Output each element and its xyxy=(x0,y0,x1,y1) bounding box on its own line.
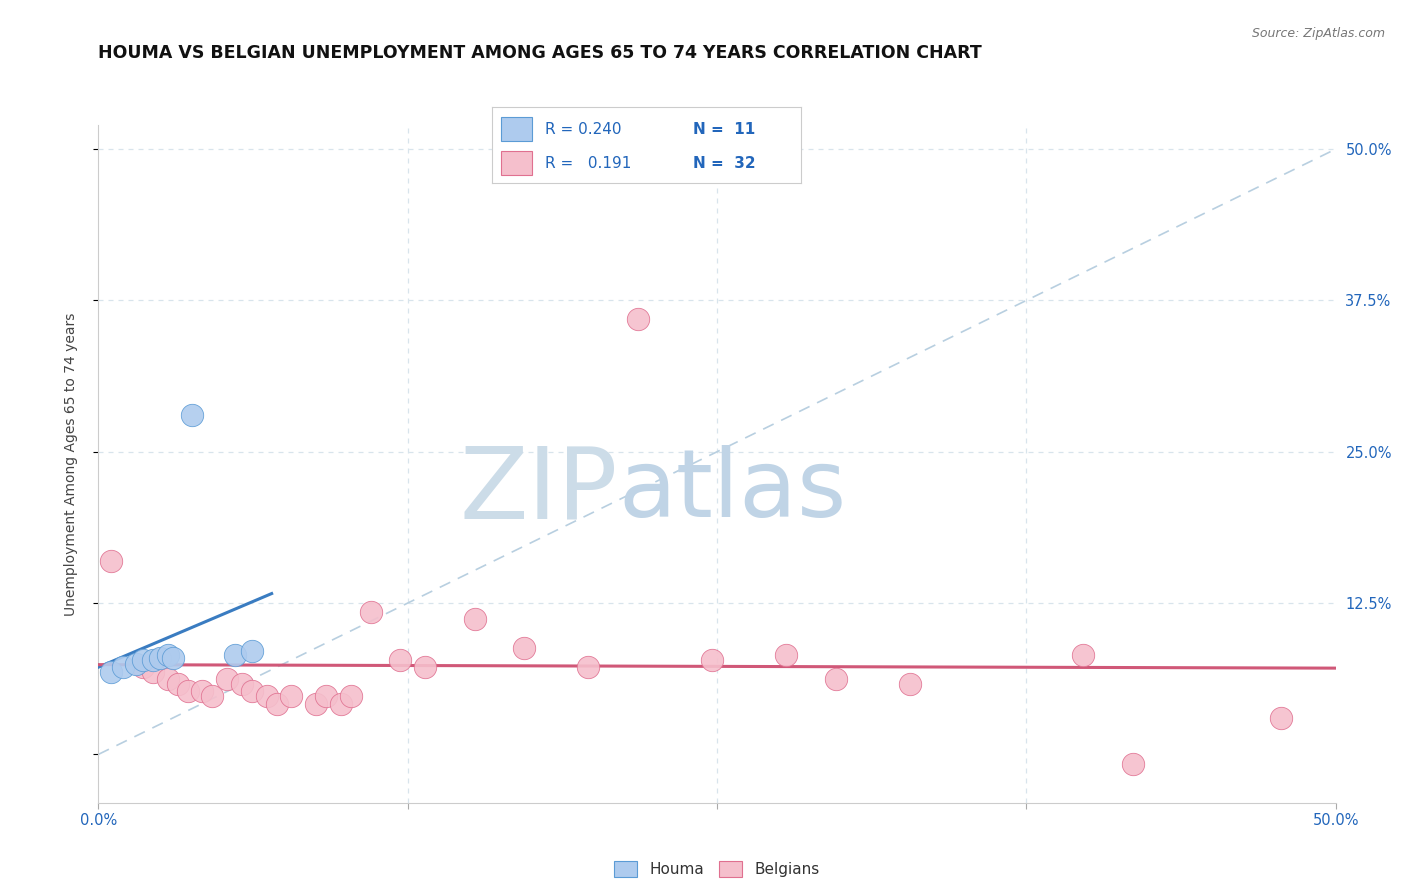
Text: HOUMA VS BELGIAN UNEMPLOYMENT AMONG AGES 65 TO 74 YEARS CORRELATION CHART: HOUMA VS BELGIAN UNEMPLOYMENT AMONG AGES… xyxy=(98,45,983,62)
Point xyxy=(256,690,278,704)
Text: ZIP: ZIP xyxy=(460,442,619,540)
Point xyxy=(513,640,536,655)
Point xyxy=(1270,711,1292,725)
Point xyxy=(1122,757,1144,772)
Point xyxy=(132,653,155,667)
FancyBboxPatch shape xyxy=(502,117,533,141)
Point xyxy=(217,673,239,687)
Point xyxy=(162,650,184,665)
Point xyxy=(100,554,122,568)
Point xyxy=(266,697,288,711)
Point xyxy=(142,665,165,679)
Point xyxy=(389,653,412,667)
Point xyxy=(156,673,179,687)
Point xyxy=(124,657,146,671)
Point xyxy=(305,697,328,711)
Point xyxy=(315,690,337,704)
Point xyxy=(824,673,846,687)
Legend: Houma, Belgians: Houma, Belgians xyxy=(609,855,825,883)
Y-axis label: Unemployment Among Ages 65 to 74 years: Unemployment Among Ages 65 to 74 years xyxy=(63,312,77,615)
Point xyxy=(132,660,155,674)
Point xyxy=(329,697,352,711)
Point xyxy=(191,684,214,698)
Point xyxy=(240,684,263,698)
Text: R =   0.191: R = 0.191 xyxy=(544,155,631,170)
Point xyxy=(340,690,363,704)
Point xyxy=(166,677,188,691)
Text: N =  32: N = 32 xyxy=(693,155,756,170)
Point xyxy=(201,690,224,704)
Point xyxy=(627,311,650,326)
Point xyxy=(1071,648,1094,662)
Point xyxy=(100,665,122,679)
Point xyxy=(413,660,436,674)
Text: R = 0.240: R = 0.240 xyxy=(544,121,621,136)
Point xyxy=(142,653,165,667)
Point xyxy=(181,409,204,423)
Point xyxy=(360,605,382,619)
Text: N =  11: N = 11 xyxy=(693,121,755,136)
Text: Source: ZipAtlas.com: Source: ZipAtlas.com xyxy=(1251,27,1385,40)
Point xyxy=(176,684,198,698)
Point xyxy=(224,648,246,662)
Point xyxy=(112,660,135,674)
Point xyxy=(240,644,263,658)
Point xyxy=(231,677,253,691)
Point xyxy=(700,653,723,667)
Point xyxy=(464,612,486,626)
Point xyxy=(775,648,797,662)
FancyBboxPatch shape xyxy=(502,151,533,175)
Point xyxy=(280,690,302,704)
Point xyxy=(576,660,599,674)
Point xyxy=(149,650,172,665)
Point xyxy=(156,648,179,662)
Text: atlas: atlas xyxy=(619,445,846,537)
Point xyxy=(898,677,921,691)
